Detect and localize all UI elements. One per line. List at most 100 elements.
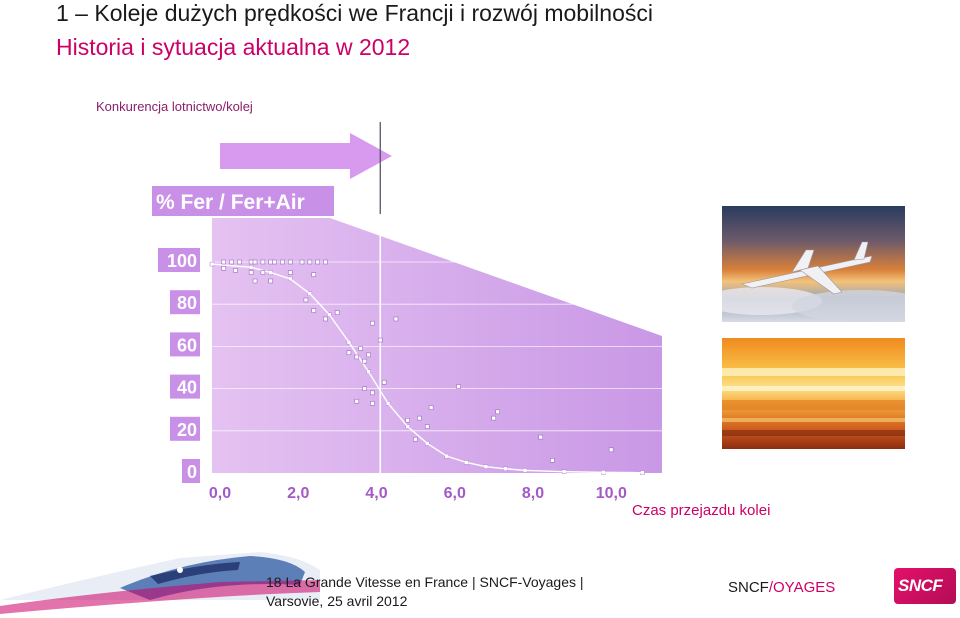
scatter-point [417,415,422,421]
scatter-point [248,270,254,275]
scatter-point [311,272,317,277]
scatter-point [272,259,277,265]
scatter-point [311,308,317,313]
scatter-point [221,266,227,271]
y-tick-label: 100 [167,251,197,271]
scatter-point [303,297,309,303]
scatter-point [428,405,434,410]
y-tick-box-60 [170,332,200,357]
trend-segment [289,278,311,295]
brand-part-a: SNCF [728,579,769,596]
scatter-point [229,259,234,265]
scatter-point [491,415,497,421]
tgv-train-graphic [0,552,320,614]
trend-curve-layer [209,261,645,475]
y-axis-label-box [152,186,334,216]
axis-layer: % Fer / Fer+Air 0 20 40 60 80 100 0,0 2,0 4,0 6,0 8… [152,186,627,502]
page-subtitle: Historia i sytuacja aktualna w 2012 [56,34,411,60]
scatter-point [377,337,383,343]
y-tick-box-20 [170,416,200,441]
scatter-point [334,310,340,315]
scatter-point [248,259,254,265]
sncf-logo-text: SNCF [898,576,943,595]
scatter-points-layer [221,259,614,463]
trend-segment [407,426,428,444]
trend-segment [505,468,526,472]
y-tick-box-80 [170,290,200,315]
y-tick-label: 0 [187,462,197,482]
y-tick-box-0 [182,459,200,483]
scatter-point [538,434,543,440]
scatter-point [323,316,328,322]
trend-segment [525,469,565,473]
y-tick-label: 40 [177,378,197,398]
scatter-point [405,417,410,423]
chart-background [212,122,662,473]
x-tick-label: 6,0 [444,485,466,502]
plane-photo [722,206,905,322]
scatter-point [346,350,352,356]
scatter-point [280,259,285,265]
footer-line-2: Varsovie, 25 avril 2012 [266,593,408,609]
scatter-point [252,278,258,284]
scatter-point [366,352,371,358]
trend-segment [328,314,350,343]
y-tick-box-100 [158,248,200,272]
scatter-point [260,270,266,275]
scatter-point [287,259,293,265]
scatter-point [550,458,555,463]
grid-lines [212,261,662,432]
x-tick-label: 10,0 [596,485,627,502]
scatter-point [299,259,305,265]
x-tick-label: 2,0 [287,485,309,502]
x-tick-label: 0,0 [209,485,231,502]
trend-segment [270,271,291,280]
x-tick-label: 4,0 [365,485,387,502]
scatter-point [413,436,418,442]
trend-segment [211,263,252,268]
scatter-point [354,354,360,360]
y-axis-label: % Fer / Fer+Air [156,191,305,214]
brand-wordmark: SNCF/OYAGES [728,579,835,596]
scatter-point [370,401,375,406]
scatter-point [260,259,266,265]
tgv-train-icon [0,552,320,614]
trend-segment [564,471,604,474]
scatter-point [370,320,375,326]
scatter-point [381,379,387,385]
page-title: 1 – Koleje dużych prędkości we Francji i… [56,0,653,26]
scatter-point [233,268,238,273]
trend-segment [250,266,271,274]
y-tick-box-40 [170,374,200,399]
scatter-point [287,270,293,275]
sncf-logo: SNCF [894,568,956,604]
scatter-point [221,259,227,265]
scatter-point [237,259,242,265]
trend-segment [387,402,409,428]
trend-segment [367,371,389,404]
y-tick-label: 20 [177,420,197,440]
trend-segment [426,442,448,457]
train-photo [722,338,905,449]
airplane-icon [740,241,873,295]
scatter-point [393,316,399,322]
scatter-point [358,346,363,351]
x-axis-caption: Czas przejazdu kolei [632,502,771,519]
y-tick-label: 80 [177,293,197,313]
scatter-point [362,386,367,391]
trend-segment [485,465,506,470]
scatter-point [252,259,258,265]
trend-segment [466,461,487,468]
scatter-point [362,358,367,364]
train-motion-icon [722,368,905,436]
y-tick-label: 60 [177,335,197,355]
scatter-point [456,384,461,389]
chart-panel [212,218,662,473]
scatter-point [495,409,500,415]
trend-segment [446,455,467,464]
scatter-point [315,259,320,265]
trend-segment [309,293,330,316]
scatter-point [307,259,313,265]
scatter-point [370,390,375,396]
